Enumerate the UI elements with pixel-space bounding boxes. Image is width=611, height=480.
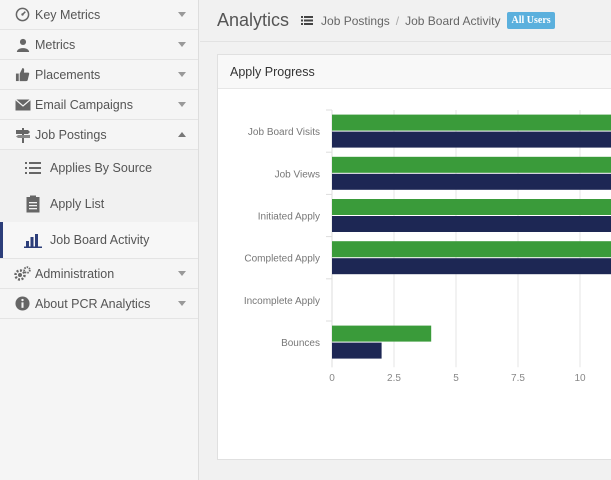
bar-navy bbox=[332, 131, 611, 148]
bar-navy bbox=[332, 216, 611, 232]
sidebar-item-job-postings[interactable]: Job Postings bbox=[0, 120, 198, 150]
chevron-down-icon[interactable] bbox=[178, 41, 186, 47]
y-tick-label: Initiated Apply bbox=[258, 212, 320, 223]
sidebar-subitem-apply-list[interactable]: Apply List bbox=[0, 186, 198, 222]
bar-green bbox=[332, 156, 611, 173]
bar-green bbox=[332, 199, 611, 215]
sidebar-subitem-applies-by-source[interactable]: Applies By Source bbox=[0, 150, 198, 186]
sidebar-subitem-label: Apply List bbox=[50, 197, 105, 211]
envelope-icon bbox=[14, 96, 31, 113]
bar-green bbox=[332, 114, 611, 131]
bar-navy bbox=[332, 173, 611, 190]
y-tick-label: Bounces bbox=[281, 338, 320, 349]
sidebar-subitem-label: Job Board Activity bbox=[50, 233, 150, 247]
user-icon bbox=[14, 36, 31, 53]
page-title: Analytics bbox=[217, 10, 290, 30]
bar-navy bbox=[332, 258, 611, 275]
bar-green bbox=[332, 325, 432, 342]
sidebar-item-administration[interactable]: Administration bbox=[0, 259, 198, 289]
gears-icon bbox=[14, 265, 31, 282]
dashboard-icon bbox=[14, 6, 31, 23]
user-filter-badge[interactable]: All Users bbox=[507, 12, 555, 29]
y-tick-label: Incomplete Apply bbox=[244, 296, 320, 307]
x-tick-label: 10 bbox=[574, 373, 586, 384]
sidebar-item-label: Email Campaigns bbox=[35, 97, 133, 112]
y-tick-label: Completed Apply bbox=[244, 254, 320, 265]
breadcrumb-job-postings[interactable]: Job Postings bbox=[321, 13, 390, 28]
signpost-icon bbox=[14, 126, 31, 143]
chevron-up-icon[interactable] bbox=[178, 131, 186, 137]
info-icon bbox=[14, 295, 31, 312]
thumbs-up-icon bbox=[14, 66, 31, 83]
sidebar-subitem-job-board-activity[interactable]: Job Board Activity bbox=[0, 222, 198, 258]
sidebar: Key Metrics Metrics Placements Email Cam… bbox=[0, 0, 199, 480]
sidebar-item-label: Placements bbox=[35, 67, 101, 82]
apply-progress-chart: 0 2.5 5 7.5 10 Job Board Visits Job Views Initi… bbox=[244, 109, 611, 384]
chevron-down-icon[interactable] bbox=[178, 71, 186, 77]
sidebar-item-label: Metrics bbox=[35, 37, 76, 52]
bar-navy bbox=[332, 342, 382, 359]
chevron-down-icon[interactable] bbox=[178, 300, 186, 306]
sidebar-item-label: Key Metrics bbox=[35, 7, 101, 22]
breadcrumb-separator: / bbox=[395, 13, 400, 28]
sidebar-item-key-metrics[interactable]: Key Metrics bbox=[0, 0, 198, 30]
page-header: Analytics Job Postings / Job Board Activ… bbox=[200, 0, 611, 42]
sidebar-item-label: Job Postings bbox=[35, 127, 107, 142]
sidebar-item-about[interactable]: About PCR Analytics bbox=[0, 289, 198, 319]
x-tick-label: 2.5 bbox=[387, 373, 401, 384]
bar-chart-icon bbox=[24, 231, 42, 249]
bar-green bbox=[332, 241, 611, 258]
sidebar-subitem-label: Applies By Source bbox=[50, 161, 153, 175]
panel-title: Apply Progress bbox=[218, 55, 611, 89]
chevron-down-icon[interactable] bbox=[178, 101, 186, 107]
sidebar-submenu-job-postings: Applies By Source Apply List Job Board A… bbox=[0, 150, 198, 259]
clipboard-icon bbox=[24, 195, 42, 213]
list-icon bbox=[24, 159, 42, 177]
breadcrumb-job-board-activity: Job Board Activity bbox=[405, 13, 501, 28]
x-tick-label: 5 bbox=[453, 373, 459, 384]
apply-progress-panel: Apply Progress 0 2.5 5 7.5 10 Job Board Visit… bbox=[217, 54, 611, 460]
sidebar-item-placements[interactable]: Placements bbox=[0, 60, 198, 90]
x-tick-label: 0 bbox=[329, 373, 335, 384]
sidebar-item-metrics[interactable]: Metrics bbox=[0, 30, 198, 60]
list-icon bbox=[301, 16, 314, 25]
chevron-down-icon[interactable] bbox=[178, 270, 186, 276]
sidebar-item-label: About PCR Analytics bbox=[35, 296, 151, 311]
chevron-down-icon[interactable] bbox=[178, 11, 186, 17]
y-tick-label: Job Views bbox=[275, 169, 320, 180]
sidebar-item-label: Administration bbox=[35, 266, 115, 281]
sidebar-item-email-campaigns[interactable]: Email Campaigns bbox=[0, 90, 198, 120]
y-tick-label: Job Board Visits bbox=[248, 127, 320, 138]
x-tick-label: 7.5 bbox=[511, 373, 525, 384]
